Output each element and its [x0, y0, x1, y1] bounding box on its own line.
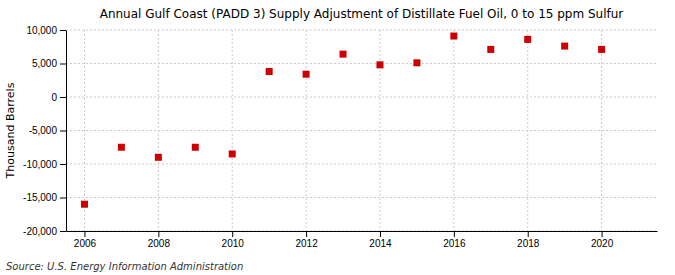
- tick-mark: [60, 131, 66, 132]
- points: [81, 33, 605, 208]
- plot: 20062008201020122014201620182020-20,000-…: [23, 25, 657, 249]
- point: [598, 46, 605, 53]
- tick: -10,000: [23, 159, 66, 170]
- tick-label: 2014: [369, 238, 392, 249]
- tick: 2010: [222, 231, 245, 249]
- tick: 2018: [517, 231, 540, 249]
- tick-mark: [60, 231, 66, 232]
- tick-mark: [60, 64, 66, 65]
- point: [524, 36, 531, 43]
- point: [340, 51, 347, 58]
- tick-label: -15,000: [23, 192, 57, 203]
- point: [450, 33, 457, 40]
- tick-mark: [306, 231, 307, 237]
- tick-label: 0: [51, 92, 57, 103]
- tick-mark: [60, 97, 66, 98]
- point: [376, 61, 383, 68]
- point: [118, 144, 125, 151]
- tick-label: 2016: [443, 238, 466, 249]
- tick-label: 2010: [222, 238, 245, 249]
- grid: [66, 30, 657, 231]
- grid-line: [66, 197, 657, 198]
- point: [413, 59, 420, 66]
- tick-label: 2006: [74, 238, 97, 249]
- grid-line: [66, 231, 657, 232]
- tick-label: -5,000: [29, 125, 58, 136]
- point: [81, 201, 88, 208]
- tick-mark: [380, 231, 381, 237]
- chart: 20062008201020122014201620182020-20,000-…: [0, 0, 675, 275]
- point: [561, 43, 568, 50]
- point: [266, 68, 273, 75]
- axis-line: [67, 231, 658, 232]
- tick: 5,000: [32, 58, 66, 69]
- tick-mark: [232, 231, 233, 237]
- point: [303, 71, 310, 78]
- tick-label: 2020: [591, 238, 614, 249]
- tick-mark: [602, 231, 603, 237]
- grid-line: [66, 164, 657, 165]
- point: [229, 150, 236, 157]
- tick: 2008: [148, 231, 171, 249]
- tick: -15,000: [23, 192, 66, 203]
- tick: -20,000: [23, 226, 66, 237]
- tick: 10,000: [26, 25, 66, 36]
- tick-mark: [60, 30, 66, 31]
- point: [487, 46, 494, 53]
- point: [192, 144, 199, 151]
- point: [155, 154, 162, 161]
- tick: 2016: [443, 231, 466, 249]
- tick-label: 10,000: [26, 25, 57, 36]
- grid-line: [601, 30, 602, 231]
- tick-label: -20,000: [23, 226, 57, 237]
- tick-mark: [158, 231, 159, 237]
- tick-mark: [60, 164, 66, 165]
- grid-line: [66, 63, 657, 64]
- tick-label: -10,000: [23, 159, 57, 170]
- tick: 2014: [369, 231, 392, 249]
- tick-label: 2012: [295, 238, 318, 249]
- tick-mark: [454, 231, 455, 237]
- tick-label: 2008: [148, 238, 171, 249]
- tick: 2012: [295, 231, 318, 249]
- tick-label: 2018: [517, 238, 540, 249]
- annotation: Source: U.S. Energy Information Administ…: [6, 261, 243, 272]
- y-axis: -20,000 -15,000 -10,000 -5,000 0 5,000 10,000: [23, 25, 66, 237]
- tick: 2006: [74, 231, 97, 249]
- tick: 0: [51, 92, 66, 103]
- tick-label: 5,000: [32, 58, 57, 69]
- title: Annual Gulf Coast (PADD 3) Supply Adjust…: [100, 7, 624, 21]
- tick-mark: [528, 231, 529, 237]
- grid-line: [66, 30, 657, 31]
- x-axis: 2006 2008 2010 2012 2014 2016 2018 2020: [67, 231, 658, 249]
- tick: 2020: [591, 231, 614, 249]
- grid-line: [66, 130, 657, 131]
- tick-mark: [60, 198, 66, 199]
- y-label: Thousand Barrels: [4, 82, 17, 179]
- axis-line: [66, 31, 67, 232]
- grid-line: [66, 97, 657, 98]
- tick-mark: [84, 231, 85, 237]
- tick: -5,000: [29, 125, 66, 136]
